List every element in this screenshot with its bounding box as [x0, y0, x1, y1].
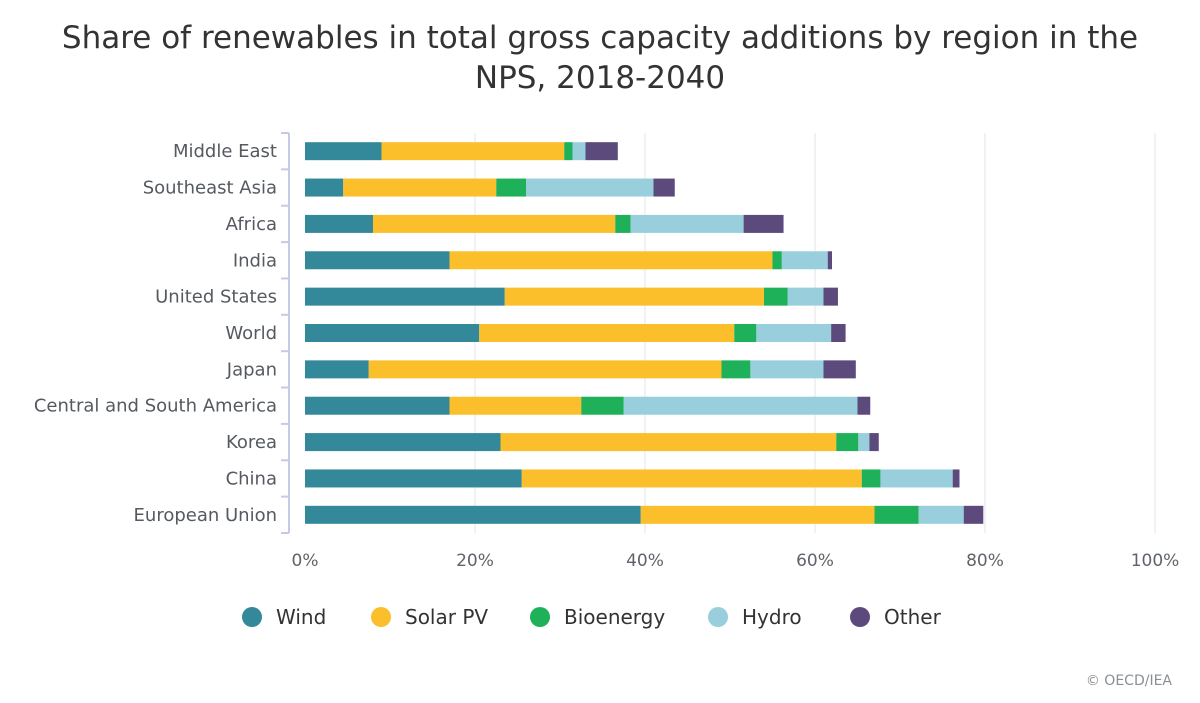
x-axis-tick-labels: 0% 20% 40% 60% 80% 100% [292, 551, 1180, 571]
bar-solar-pv-central-and-south-america [449, 396, 582, 415]
bar-solar-pv-korea [500, 433, 837, 452]
bar-hydro-southeast-asia [526, 178, 654, 197]
bar-wind-japan [305, 360, 369, 379]
bar-other-japan [823, 360, 856, 379]
category-label: Southeast Asia [143, 178, 277, 199]
category-label: European Union [134, 505, 277, 526]
bar-solar-pv-india [449, 251, 773, 270]
legend-label-wind: Wind [276, 605, 326, 629]
bar-bioenergy-china [861, 469, 881, 488]
bar-bioenergy-united-states [764, 287, 788, 306]
bar-hydro-central-and-south-america [623, 396, 858, 415]
bar-other-world [831, 324, 846, 342]
category-label: World [225, 323, 277, 344]
bar-wind-european-union [305, 505, 641, 524]
bar-wind-united-states [305, 287, 505, 306]
bar-hydro-india [781, 251, 828, 270]
bar-solar-pv-china [521, 469, 862, 488]
bar-bioenergy-european-union [874, 505, 919, 524]
bar-wind-middle-east [305, 142, 382, 161]
bar-wind-southeast-asia [305, 178, 344, 197]
legend: Wind Solar PV Bioenergy Hydro Other [242, 605, 942, 629]
bar-hydro-united-states [787, 287, 824, 306]
category-label: Africa [226, 214, 277, 235]
bar-bioenergy-central-and-south-america [581, 396, 624, 415]
copyright-note: © OECD/IEA [1085, 673, 1172, 689]
bar-solar-pv-africa [373, 214, 616, 233]
category-labels: Middle East Southeast Asia Africa India Unit… [34, 141, 277, 526]
x-tick-label: 40% [626, 551, 664, 571]
legend-swatch-solar-pv [371, 607, 391, 627]
bar-other-africa [743, 214, 784, 233]
x-tick-label: 0% [292, 551, 319, 571]
x-tick-label: 100% [1131, 551, 1180, 571]
legend-swatch-other [850, 607, 870, 627]
chart-title: Share of renewables in total gross capac… [0, 18, 1200, 98]
bar-solar-pv-southeast-asia [343, 178, 497, 197]
bar-hydro-japan [750, 360, 824, 379]
bar-wind-korea [305, 433, 501, 452]
bar-other-central-and-south-america [857, 396, 871, 415]
bar-bioenergy-world [734, 324, 757, 342]
bar-solar-pv-european-union [640, 505, 875, 524]
bars [305, 142, 984, 524]
bar-solar-pv-united-states [504, 287, 764, 306]
bar-hydro-korea [858, 433, 870, 452]
category-label: Korea [226, 432, 277, 453]
chart-title-line-2: NPS, 2018-2040 [474, 60, 726, 96]
legend-label-hydro: Hydro [742, 605, 802, 629]
bar-other-korea [869, 433, 879, 452]
bar-bioenergy-korea [836, 433, 859, 452]
bar-other-southeast-asia [653, 178, 675, 197]
bar-other-united-states [823, 287, 838, 306]
bar-bioenergy-africa [615, 214, 631, 233]
legend-label-bioenergy: Bioenergy [564, 605, 665, 629]
bar-hydro-china [880, 469, 953, 488]
bar-wind-central-and-south-america [305, 396, 450, 415]
bar-hydro-european-union [918, 505, 964, 524]
category-label: Japan [226, 359, 277, 380]
category-label: Middle East [173, 141, 277, 162]
bar-hydro-world [756, 324, 832, 342]
category-label: Central and South America [34, 396, 277, 417]
bar-wind-india [305, 251, 450, 270]
bar-other-middle-east [585, 142, 618, 161]
x-tick-label: 80% [966, 551, 1004, 571]
legend-swatch-hydro [708, 607, 728, 627]
bar-other-china [952, 469, 960, 488]
bar-bioenergy-southeast-asia [496, 178, 526, 197]
category-label: India [233, 250, 277, 271]
bar-solar-pv-japan [368, 360, 722, 379]
category-label: United States [155, 287, 277, 308]
bar-wind-africa [305, 214, 373, 233]
legend-label-other: Other [884, 605, 942, 629]
legend-swatch-wind [242, 607, 262, 627]
legend-swatch-bioenergy [530, 607, 550, 627]
bar-solar-pv-middle-east [381, 142, 565, 161]
bar-bioenergy-japan [721, 360, 751, 379]
bar-bioenergy-middle-east [564, 142, 573, 161]
bar-hydro-africa [630, 214, 744, 233]
x-tick-label: 20% [456, 551, 494, 571]
y-axis [281, 132, 290, 534]
bar-hydro-middle-east [572, 142, 586, 161]
category-label: China [226, 468, 277, 489]
x-tick-label: 60% [796, 551, 834, 571]
bar-wind-world [305, 324, 480, 342]
bar-solar-pv-world [479, 324, 735, 342]
bar-other-european-union [963, 505, 984, 524]
bar-wind-china [305, 469, 522, 488]
legend-label-solar-pv: Solar PV [405, 605, 488, 629]
chart-title-line-1: Share of renewables in total gross capac… [61, 20, 1139, 56]
bar-bioenergy-india [772, 251, 782, 270]
bar-other-india [827, 251, 832, 270]
